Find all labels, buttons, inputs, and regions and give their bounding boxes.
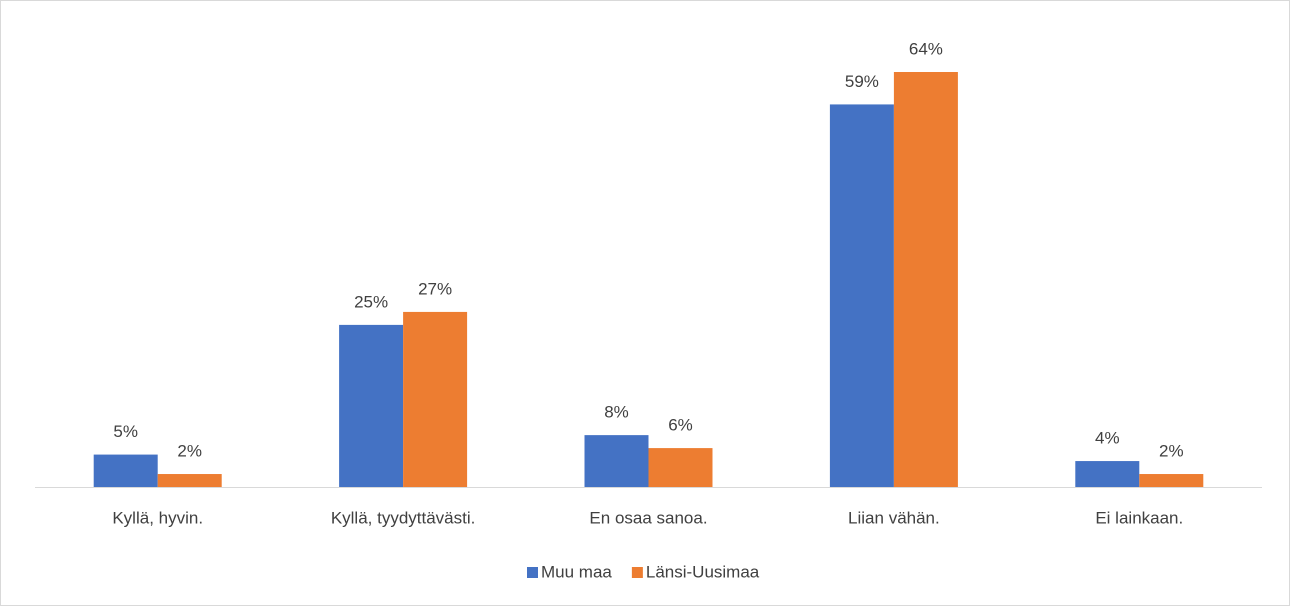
x-tick-label: En osaa sanoa. [589, 508, 707, 527]
legend-label: Länsi-Uusimaa [646, 562, 760, 581]
data-label: 64% [909, 39, 943, 58]
legend-label: Muu maa [541, 562, 612, 581]
legend-swatch [631, 567, 643, 578]
data-label: 8% [604, 403, 629, 422]
bar [93, 454, 158, 487]
x-tick-label: Kyllä, hyvin. [112, 508, 203, 527]
bar [584, 435, 649, 487]
data-label: 4% [1095, 429, 1120, 448]
data-label: 2% [1159, 442, 1184, 461]
data-label: 27% [418, 279, 452, 298]
bar [648, 448, 713, 487]
bar [893, 72, 958, 487]
x-tick-label: Ei lainkaan. [1095, 508, 1183, 527]
x-tick-label: Liian vähän. [848, 508, 940, 527]
data-label: 59% [845, 72, 879, 91]
bar [1139, 474, 1204, 487]
bar [829, 104, 894, 487]
bar [1075, 461, 1140, 487]
data-label: 6% [668, 416, 693, 435]
data-label: 2% [177, 442, 202, 461]
bar [157, 474, 222, 487]
legend-swatch [527, 567, 538, 578]
x-tick-label: Kyllä, tyydyttävästi. [331, 508, 476, 527]
bar [403, 311, 468, 487]
data-label: 25% [354, 292, 388, 311]
bar [339, 324, 404, 487]
data-label: 5% [113, 422, 138, 441]
